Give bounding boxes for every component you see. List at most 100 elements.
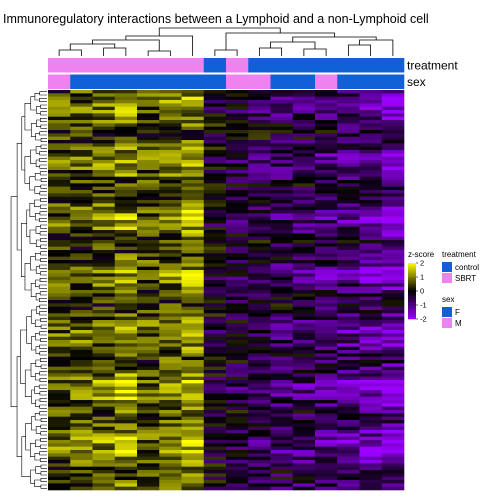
heatmap-cell: [92, 133, 116, 137]
heatmap-cell: [315, 476, 338, 481]
row-dendrogram-branch: [39, 311, 47, 316]
heatmap-cell: [381, 120, 405, 124]
heatmap-cell: [92, 376, 116, 381]
row-dendrogram-branch: [40, 258, 47, 262]
heatmap-cell: [114, 403, 138, 407]
annotation-cell-sex: [381, 74, 405, 89]
heatmap-cell: [159, 156, 182, 161]
heatmap-cell: [92, 233, 116, 237]
heatmap-cell: [137, 236, 160, 241]
heatmap-cell: [114, 133, 138, 137]
heatmap-cell: [70, 380, 93, 384]
row-dendrogram-branch: [38, 284, 47, 289]
heatmap-cell: [381, 190, 405, 194]
heatmap-cell: [159, 486, 182, 491]
heatmap-cell: [226, 316, 249, 321]
heatmap-cell: [48, 260, 71, 264]
heatmap-cell: [270, 386, 294, 391]
heatmap-cell: [70, 326, 93, 331]
heatmap-cell: [381, 293, 405, 297]
heatmap-cell: [248, 256, 271, 261]
heatmap-cell: [292, 140, 316, 144]
heatmap-cell: [381, 106, 405, 111]
heatmap-cell: [315, 360, 338, 364]
heatmap-cell: [114, 366, 138, 371]
heatmap-cell: [203, 430, 227, 434]
heatmap-cell: [114, 410, 138, 414]
heatmap-cell: [226, 256, 249, 261]
heatmap-cell: [337, 250, 360, 254]
heatmap-cell: [92, 413, 116, 417]
heatmap-cell: [226, 460, 249, 464]
heatmap-cell: [137, 206, 160, 211]
heatmap-cell: [359, 366, 383, 371]
heatmap-cell: [315, 120, 338, 124]
heatmap-cell: [359, 303, 383, 307]
heatmap-cell: [92, 170, 116, 174]
heatmap-cell: [159, 360, 182, 364]
heatmap-cell: [70, 116, 93, 121]
heatmap-cell: [114, 103, 138, 107]
heatmap-cell: [159, 403, 182, 407]
heatmap-cell: [203, 126, 227, 131]
heatmap-cell: [181, 153, 205, 157]
heatmap-cell: [292, 176, 316, 181]
heatmap-cell: [48, 303, 71, 307]
heatmap-cell: [270, 360, 294, 364]
heatmap-cell: [203, 183, 227, 187]
heatmap-cell: [48, 246, 71, 251]
heatmap-cell: [226, 276, 249, 281]
heatmap-cell: [70, 370, 93, 374]
heatmap-cell: [270, 163, 294, 167]
heatmap-cell: [159, 433, 182, 437]
heatmap-cell: [381, 393, 405, 397]
heatmap-cell: [270, 133, 294, 137]
heatmap-cell: [381, 346, 405, 351]
heatmap-cell: [92, 433, 116, 437]
heatmap-cell: [137, 203, 160, 207]
heatmap-cell: [203, 296, 227, 301]
heatmap-cell: [159, 153, 182, 157]
heatmap-cell: [181, 460, 205, 464]
heatmap-cell: [181, 260, 205, 264]
heatmap-cell: [248, 206, 271, 211]
heatmap-cell: [381, 483, 405, 487]
heatmap-cell: [381, 313, 405, 317]
row-dendrogram-branch: [35, 399, 40, 407]
heatmap-cell: [337, 180, 360, 184]
zscore-legend-swatch: [408, 309, 416, 311]
zscore-legend-swatch: [408, 264, 416, 267]
heatmap-cell: [248, 443, 271, 447]
heatmap-cell: [270, 120, 294, 124]
heatmap-cell: [381, 463, 405, 467]
heatmap-cell: [270, 246, 294, 251]
heatmap-cell: [181, 306, 205, 311]
heatmap-cell: [137, 390, 160, 394]
heatmap-cell: [70, 226, 93, 231]
heatmap-cell: [114, 363, 138, 367]
heatmap-cell: [315, 143, 338, 147]
heatmap-cell: [137, 293, 160, 297]
heatmap-cell: [114, 350, 138, 354]
heatmap-cell: [92, 100, 116, 104]
row-dendrogram-branch: [40, 251, 47, 256]
heatmap-cell: [226, 280, 249, 284]
row-dendrogram-branch: [39, 98, 47, 102]
heatmap-cell: [181, 146, 205, 151]
heatmap-cell: [114, 460, 138, 464]
heatmap-cell: [92, 300, 116, 304]
heatmap-cell: [270, 423, 294, 427]
heatmap-cell: [337, 373, 360, 377]
zscore-legend-swatch: [408, 293, 416, 296]
heatmap-cell: [359, 120, 383, 124]
heatmap-cell: [92, 366, 116, 371]
heatmap-cell: [315, 170, 338, 174]
heatmap-cell: [381, 306, 405, 311]
heatmap-cell: [159, 90, 182, 94]
heatmap-cell: [315, 280, 338, 284]
heatmap-cell: [203, 113, 227, 117]
heatmap-cell: [48, 280, 71, 284]
heatmap-cell: [270, 236, 294, 241]
heatmap-cell: [315, 150, 338, 154]
heatmap-cell: [315, 160, 338, 164]
